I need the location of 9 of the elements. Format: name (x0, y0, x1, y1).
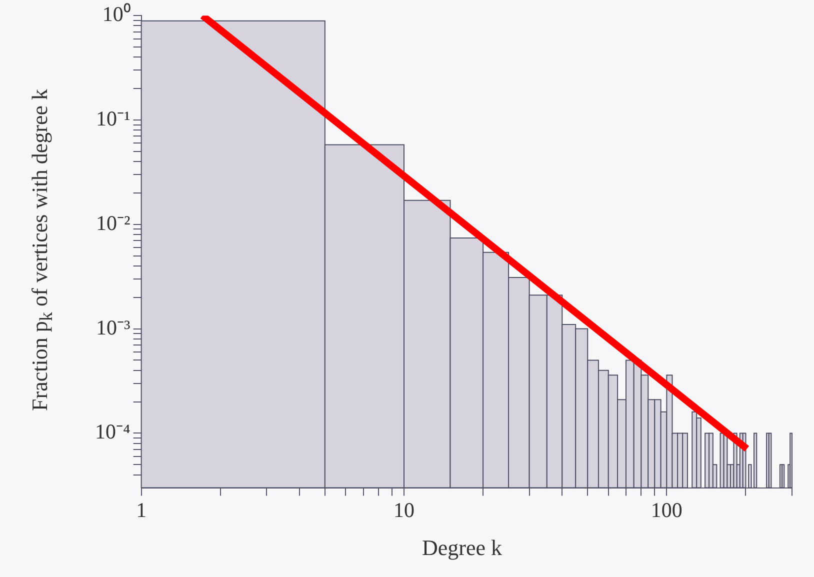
x-tick-label: 10 (393, 498, 414, 522)
x-axis-title: Degree k (422, 535, 502, 561)
y-tick-label: 10⁻² (96, 210, 130, 235)
x-tick-label: 1 (136, 498, 147, 522)
y-tick-label: 10⁻¹ (96, 106, 130, 131)
x-tick-label: 100 (650, 498, 682, 522)
y-tick-label: 10⁻³ (96, 315, 130, 340)
y-tick-label: 10⁰ (102, 2, 130, 26)
y-tick-label: 10⁻⁴ (94, 420, 130, 444)
